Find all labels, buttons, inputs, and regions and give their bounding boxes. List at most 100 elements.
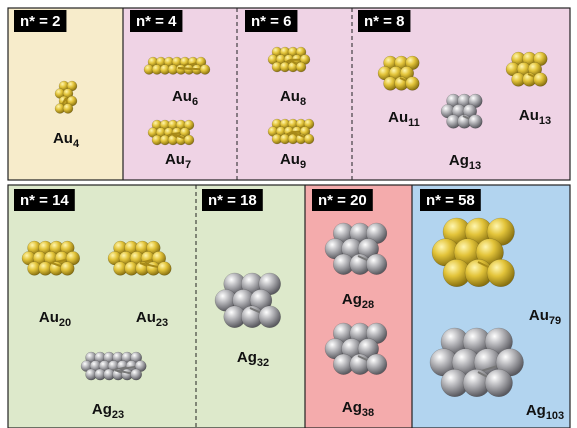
cluster-label: Ag23 bbox=[92, 401, 124, 421]
subscript: 13 bbox=[539, 115, 551, 127]
element: Ag bbox=[237, 349, 257, 366]
element: Au bbox=[53, 130, 73, 147]
element: Ag bbox=[449, 152, 469, 169]
tag-box bbox=[312, 189, 373, 211]
row-border bbox=[7, 184, 571, 428]
cluster bbox=[324, 322, 388, 375]
cluster bbox=[377, 55, 420, 91]
tag-text: n* = 2 bbox=[20, 13, 60, 30]
cluster-label: Au8 bbox=[280, 88, 306, 108]
cluster-label: Ag32 bbox=[237, 349, 269, 369]
tag-box bbox=[130, 10, 183, 32]
subscript: 13 bbox=[469, 160, 481, 172]
element: Ag bbox=[342, 291, 362, 308]
cluster bbox=[440, 93, 483, 129]
cluster-label: Au11 bbox=[388, 109, 420, 129]
tag-box bbox=[14, 10, 67, 32]
cluster-label: Au23 bbox=[136, 309, 168, 329]
tag-box bbox=[14, 189, 75, 211]
tag-text: n* = 14 bbox=[20, 192, 69, 209]
cluster-label: Ag28 bbox=[342, 291, 374, 311]
tag-text: n* = 58 bbox=[426, 192, 475, 209]
atom bbox=[183, 134, 195, 146]
atom bbox=[130, 368, 142, 381]
element: Au bbox=[529, 307, 549, 324]
size-tag: n* = 14 bbox=[14, 189, 75, 211]
element: Au bbox=[136, 309, 156, 326]
subscript: 38 bbox=[362, 407, 374, 419]
atom bbox=[258, 305, 281, 328]
subscript: 28 bbox=[362, 299, 374, 311]
atom bbox=[366, 353, 388, 375]
atom bbox=[62, 103, 74, 114]
subscript: 8 bbox=[300, 96, 306, 108]
tag-box bbox=[202, 189, 263, 211]
row-border bbox=[7, 7, 571, 181]
atom bbox=[484, 369, 513, 397]
subscript: 20 bbox=[59, 317, 71, 329]
atom bbox=[468, 114, 483, 129]
subscript: 79 bbox=[549, 315, 561, 327]
cluster-label: Au13 bbox=[519, 107, 551, 127]
tag-box bbox=[245, 10, 298, 32]
atom bbox=[199, 64, 211, 75]
element: Ag bbox=[526, 402, 546, 419]
atom bbox=[60, 261, 75, 276]
atom bbox=[157, 261, 172, 276]
size-tag: n* = 2 bbox=[14, 10, 67, 32]
element: Au bbox=[280, 151, 300, 168]
tag-box bbox=[358, 10, 411, 32]
atom bbox=[405, 76, 420, 91]
subscript: 32 bbox=[257, 357, 269, 369]
size-tag: n* = 6 bbox=[245, 10, 298, 32]
cluster bbox=[214, 272, 281, 328]
size-tag: n* = 8 bbox=[358, 10, 411, 32]
cluster bbox=[324, 222, 388, 275]
atom bbox=[486, 259, 515, 287]
subscript: 103 bbox=[546, 410, 564, 422]
cluster bbox=[54, 80, 78, 114]
cluster-label: Ag103 bbox=[526, 402, 564, 422]
tag-text: n* = 20 bbox=[318, 192, 367, 209]
size-tag: n* = 4 bbox=[130, 10, 183, 32]
element: Au bbox=[280, 88, 300, 105]
tag-text: n* = 18 bbox=[208, 192, 257, 209]
atom bbox=[366, 253, 388, 275]
element: Au bbox=[39, 309, 59, 326]
cluster bbox=[21, 240, 80, 276]
cluster bbox=[107, 240, 172, 276]
element: Au bbox=[388, 109, 408, 126]
cluster bbox=[143, 56, 211, 75]
cluster-label: Au6 bbox=[172, 88, 198, 108]
subscript: 4 bbox=[73, 138, 80, 150]
subscript: 23 bbox=[112, 409, 124, 421]
atom bbox=[303, 133, 315, 145]
subscript: 11 bbox=[408, 117, 420, 129]
size-tag: n* = 18 bbox=[202, 189, 263, 211]
cluster-label: Ag13 bbox=[449, 152, 481, 172]
cluster-label: Au4 bbox=[53, 130, 80, 150]
element: Au bbox=[165, 151, 185, 168]
size-tag: n* = 20 bbox=[312, 189, 373, 211]
tag-text: n* = 8 bbox=[364, 13, 404, 30]
cluster-label: Au7 bbox=[165, 151, 191, 171]
cluster bbox=[429, 327, 524, 397]
subscript: 7 bbox=[185, 159, 191, 171]
cluster-label: Ag38 bbox=[342, 399, 374, 419]
element: Ag bbox=[342, 399, 362, 416]
cluster-label: Au20 bbox=[39, 309, 71, 329]
element: Au bbox=[172, 88, 192, 105]
atom bbox=[533, 72, 548, 87]
atom bbox=[295, 61, 307, 73]
element: Ag bbox=[92, 401, 112, 418]
cluster bbox=[267, 118, 315, 145]
element: Au bbox=[519, 107, 539, 124]
cluster bbox=[147, 119, 195, 146]
cluster bbox=[267, 46, 311, 73]
cluster-label: Au9 bbox=[280, 151, 306, 171]
cluster bbox=[80, 351, 147, 381]
panel-bg bbox=[123, 8, 570, 180]
tag-text: n* = 4 bbox=[136, 13, 177, 30]
tag-box bbox=[420, 189, 481, 211]
tag-text: n* = 6 bbox=[251, 13, 291, 30]
